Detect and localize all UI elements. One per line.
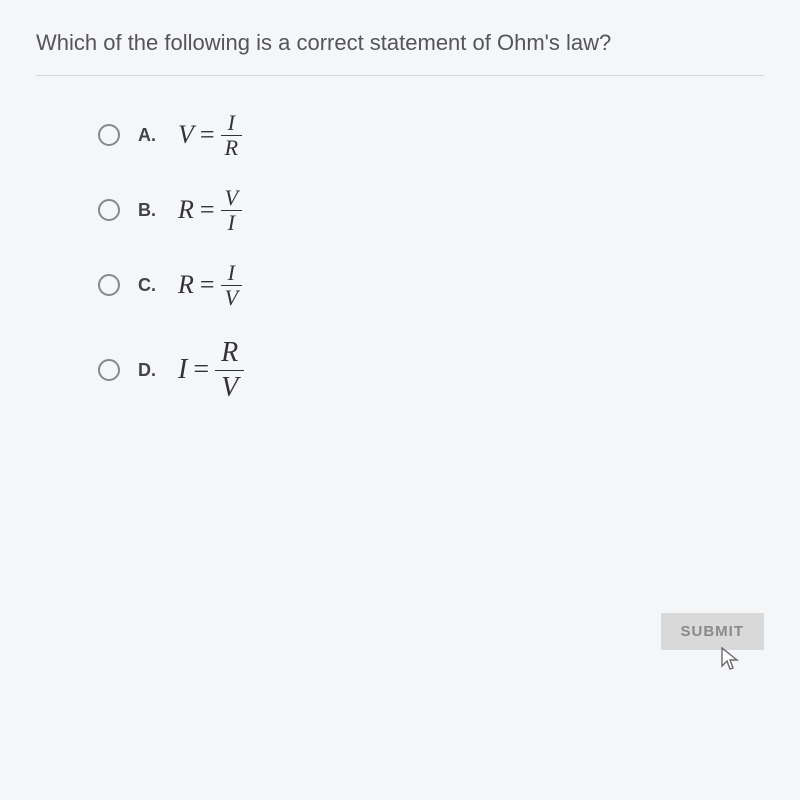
option-c[interactable]: C. R = I V	[98, 262, 764, 309]
equals-sign: =	[200, 195, 215, 225]
option-d-letter: D.	[138, 360, 160, 381]
option-d-formula: I = R V	[178, 337, 244, 404]
option-a-letter: A.	[138, 125, 160, 146]
option-c-denominator: V	[221, 287, 242, 309]
option-a-fraction: I R	[221, 112, 242, 159]
option-a-lhs: V	[178, 120, 194, 150]
option-a-formula: V = I R	[178, 112, 242, 159]
option-b[interactable]: B. R = V I	[98, 187, 764, 234]
option-d-lhs: I	[178, 354, 187, 386]
option-b-formula: R = V I	[178, 187, 242, 234]
options-list: A. V = I R B. R = V I	[98, 112, 764, 404]
submit-button[interactable]: SUBMIT	[661, 613, 765, 650]
radio-c[interactable]	[98, 274, 120, 296]
option-d-fraction: R V	[215, 337, 244, 404]
equals-sign: =	[200, 120, 215, 150]
option-d[interactable]: D. I = R V	[98, 337, 764, 404]
option-b-denominator: I	[224, 212, 239, 234]
option-b-lhs: R	[178, 195, 194, 225]
radio-a[interactable]	[98, 124, 120, 146]
option-b-letter: B.	[138, 200, 160, 221]
option-a[interactable]: A. V = I R	[98, 112, 764, 159]
option-c-numerator: I	[224, 262, 239, 284]
submit-area: SUBMIT	[661, 613, 765, 650]
question-card: Which of the following is a correct stat…	[0, 0, 800, 800]
equals-sign: =	[193, 354, 209, 386]
question-text: Which of the following is a correct stat…	[36, 28, 764, 59]
fraction-bar	[215, 370, 244, 371]
option-a-numerator: I	[224, 112, 239, 134]
equals-sign: =	[200, 270, 215, 300]
option-b-numerator: V	[221, 187, 242, 209]
radio-d[interactable]	[98, 359, 120, 381]
option-a-denominator: R	[221, 137, 242, 159]
radio-b[interactable]	[98, 199, 120, 221]
option-d-numerator: R	[215, 337, 244, 369]
option-c-formula: R = I V	[178, 262, 242, 309]
option-b-fraction: V I	[221, 187, 242, 234]
option-d-denominator: V	[215, 372, 244, 404]
option-c-lhs: R	[178, 270, 194, 300]
question-divider	[36, 75, 764, 76]
option-c-fraction: I V	[221, 262, 242, 309]
option-c-letter: C.	[138, 275, 160, 296]
